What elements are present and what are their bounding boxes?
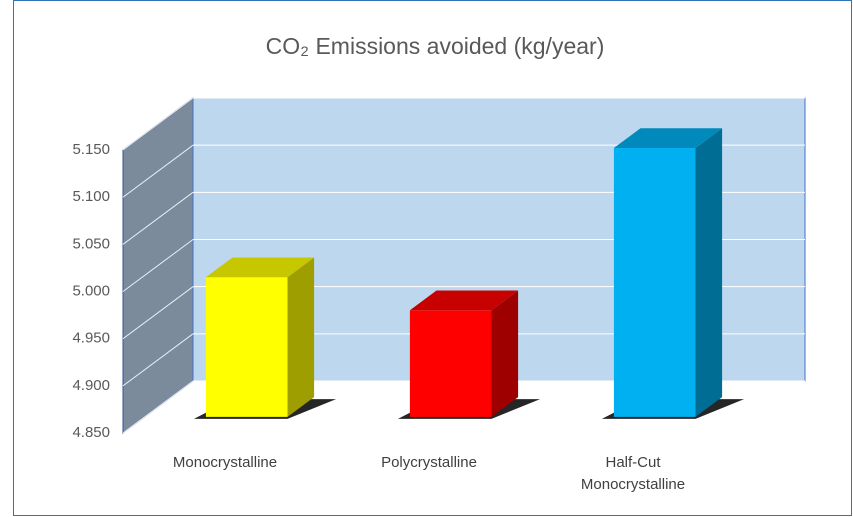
y-tick-label: 5.100	[72, 188, 110, 205]
bar-top	[409, 290, 519, 311]
y-tick-label: 4.950	[72, 330, 110, 347]
grid-line	[122, 97, 194, 151]
y-tick-label: 5.150	[72, 141, 110, 158]
bar-front	[205, 277, 288, 417]
grid-line	[122, 144, 194, 198]
bar-top	[613, 128, 723, 149]
bar-side	[695, 128, 723, 417]
bar-front	[613, 148, 696, 417]
x-tick-label: Half-Cut Monocrystalline	[580, 454, 686, 493]
chart-title: CO₂ Emissions avoided (kg/year)	[266, 33, 605, 59]
y-tick-label: 4.850	[72, 424, 110, 441]
grid-line	[122, 286, 194, 340]
grid-line	[122, 191, 194, 245]
bar-side	[287, 257, 315, 417]
y-tick-label: 5.050	[72, 235, 110, 252]
bar-side	[491, 290, 519, 417]
x-tick-label: Polycrystalline	[381, 454, 477, 471]
bar-front	[409, 310, 492, 417]
y-tick-label: 4.900	[72, 377, 110, 394]
grid-line	[122, 380, 194, 434]
x-tick-label: Monocrystalline	[172, 454, 278, 471]
bar-top	[205, 257, 315, 278]
grid-line	[122, 333, 194, 387]
y-tick-label: 5.000	[72, 282, 110, 299]
grid-line	[122, 239, 194, 292]
